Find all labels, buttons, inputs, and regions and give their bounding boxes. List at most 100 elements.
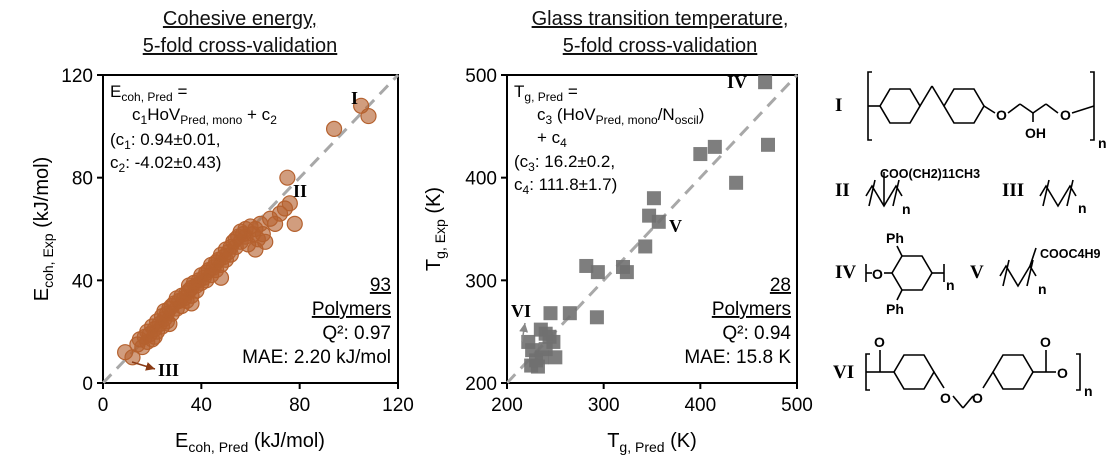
structure-V-label: V: [970, 262, 984, 283]
right-x-tick-label: 400: [684, 395, 716, 416]
right-data-point: [521, 334, 536, 349]
glass-transition-chart: 200 300 400 500 200 300 400 500 Tg, Pred (K) Tg…: [423, 66, 813, 455]
structure-IV-ring: [891, 255, 933, 291]
structure-VI-ring-1: [893, 354, 935, 390]
structure-I-hydroxyl: OH: [1025, 125, 1046, 141]
right-data-point: [590, 265, 605, 280]
svg-text:c1HoVPred, mono + c2: c1HoVPred, mono + c2: [132, 105, 277, 127]
right-x-tick-label: 200: [491, 395, 523, 416]
right-data-point: [579, 258, 594, 273]
structure-II-sidechain: COO(CH2)11CH3: [880, 167, 980, 181]
left-x-tick-label: 120: [382, 395, 414, 416]
right-data-point: [758, 75, 773, 90]
structure-IV-phenyl-top: Ph: [886, 230, 904, 246]
polymer-structures: I O OH O n II COO(CH2)1: [833, 71, 1107, 409]
right-mae: MAE: 15.8 K: [684, 347, 791, 368]
right-data-point: [538, 326, 553, 341]
left-y-tick-label: 120: [61, 66, 93, 87]
right-data-point: [646, 191, 661, 206]
right-data-point: [562, 306, 577, 321]
left-y-tick-label: 80: [72, 169, 93, 190]
structure-I-oxygen-1: O: [996, 107, 1007, 123]
structure-VI-label: VI: [833, 362, 854, 383]
left-data-point: [161, 315, 178, 333]
right-x-tick-label: 300: [588, 395, 620, 416]
right-data-point: [538, 342, 553, 357]
left-data-point: [360, 107, 377, 125]
annotation-II: II: [293, 181, 307, 201]
left-polymer-label: Polymers: [312, 299, 391, 320]
svg-text:+ c4: + c4: [537, 128, 567, 150]
annotation-IV: IV: [727, 72, 747, 92]
structure-II: II COO(CH2)11CH3 n: [835, 167, 980, 217]
svg-text:c2: -4.02±0.43): c2: -4.02±0.43): [110, 153, 221, 175]
structure-I-ring-1: [879, 88, 921, 124]
structure-VI-oxygen-2: O: [940, 390, 951, 406]
structure-IV-label: IV: [835, 262, 856, 283]
structure-VI-oxygen-4: O: [1040, 334, 1051, 350]
left-chart-title: Cohesive energy, 5-fold cross-validation: [90, 6, 390, 60]
left-plot-frame: [102, 74, 399, 384]
left-x-tick-label: 80: [289, 395, 310, 416]
right-y-tick-label: 400: [465, 169, 497, 190]
annotation-V: V: [669, 216, 682, 236]
left-data-point: [286, 215, 303, 232]
left-data-point: [212, 269, 230, 286]
right-data-point: [589, 310, 604, 325]
left-data-point: [281, 195, 298, 212]
right-polymer-label: Polymers: [712, 299, 791, 320]
left-x-axis-label: Ecoh, Pred (kJ/mol): [175, 430, 325, 455]
structure-IV-phenyl-bottom: Ph: [886, 301, 904, 317]
annotation-III-arrow: [131, 361, 156, 371]
structure-I-oxygen-2: O: [1060, 107, 1071, 123]
left-q2: Q²: 0.97: [322, 323, 391, 344]
structure-IV-n: n: [946, 277, 955, 293]
svg-text:Tg, Pred =: Tg, Pred =: [514, 82, 578, 104]
annotation-VI: VI: [511, 301, 531, 321]
structure-VI-oxygen-1: O: [874, 334, 885, 350]
left-data-points: [117, 97, 377, 366]
right-data-point: [638, 239, 653, 254]
left-data-point: [325, 120, 343, 137]
structure-VI-n: n: [1084, 383, 1093, 399]
right-y-tick-label: 200: [465, 374, 497, 395]
left-y-axis-label: Ecoh, Exp (kJ/mol): [31, 157, 56, 302]
structure-VI-ring-2: [992, 354, 1034, 390]
annotation-III: III: [158, 360, 179, 380]
right-data-point: [651, 214, 666, 229]
left-data-point: [247, 241, 264, 258]
left-stats: 93 Polymers Q²: 0.97 MAE: 2.20 kJ/mol: [242, 275, 391, 368]
svg-text:Ecoh, Pred =: Ecoh, Pred =: [110, 82, 187, 104]
right-data-point: [707, 139, 722, 154]
svg-text:(c1: 0.94±0.01,: (c1: 0.94±0.01,: [110, 130, 221, 152]
right-polymer-count: 28: [770, 275, 791, 296]
left-polymer-count: 93: [370, 275, 391, 296]
structure-I-n: n: [1098, 135, 1107, 151]
right-data-point: [729, 175, 744, 190]
structure-I: I O OH O n: [835, 71, 1107, 151]
left-y-tick-label: 0: [82, 374, 93, 395]
structure-VI: VI O O O O O n: [833, 334, 1093, 409]
right-equation: Tg, Pred = c3 (HoVPred, mono/Noscil) + c…: [514, 82, 704, 197]
structure-V: V COOC4H9 n: [970, 247, 1100, 297]
svg-text:c3 (HoVPred, mono/Noscil): c3 (HoVPred, mono/Noscil): [537, 105, 704, 127]
right-data-point: [543, 306, 558, 321]
left-data-point: [183, 295, 200, 312]
left-axis-ticks: 0 40 80 120 0 40 80 120: [61, 66, 414, 416]
left-annotations: I II III: [131, 88, 358, 380]
right-y-tick-label: 500: [465, 66, 497, 87]
structure-III-n: n: [1078, 200, 1087, 216]
structure-V-n: n: [1038, 281, 1047, 297]
structure-I-ring-2: [943, 88, 985, 124]
right-x-tick-label: 500: [781, 395, 813, 416]
svg-text:c4: 111.8±1.7): c4: 111.8±1.7): [514, 175, 617, 197]
right-q2: Q²: 0.94: [722, 323, 791, 344]
structure-II-n: n: [902, 201, 911, 217]
right-stats: 28 Polymers Q²: 0.94 MAE: 15.8 K: [684, 275, 791, 368]
left-data-point: [146, 328, 163, 345]
right-data-point: [761, 137, 775, 152]
annotation-VI-arrow: [519, 322, 529, 343]
right-title-line-1: Glass transition temperature,: [531, 8, 789, 30]
structure-I-label: I: [835, 95, 842, 116]
